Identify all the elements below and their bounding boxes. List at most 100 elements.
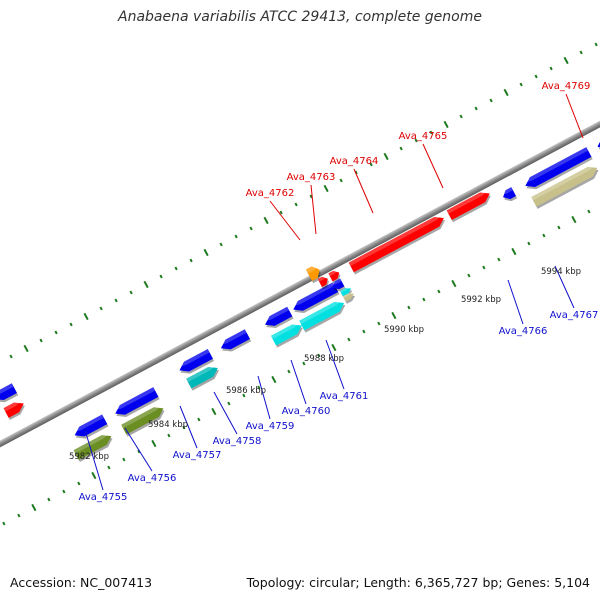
- gene-arrow-7: [121, 405, 165, 437]
- gene-arrow-18: [331, 278, 346, 292]
- accession-text: Accession: NC_007413: [10, 575, 153, 590]
- gene-arrow-2: [3, 400, 25, 421]
- forward-leader-line: [422, 143, 444, 189]
- forward-minor-tick: [219, 242, 223, 247]
- reverse-major-tick: [331, 343, 337, 352]
- gene-arrow-body: [525, 147, 592, 187]
- gene-label: Ava_4755: [79, 492, 128, 503]
- forward-major-tick: [23, 344, 29, 353]
- gene-arrow-body: [73, 435, 112, 460]
- gene-arrow-9: [186, 364, 220, 391]
- gene-arrow-body: [115, 387, 159, 415]
- forward-minor-tick: [99, 306, 103, 311]
- reverse-minor-tick: [77, 481, 81, 486]
- reverse-minor-tick: [182, 425, 186, 430]
- gene-label: Ava_4766: [499, 326, 548, 337]
- reverse-major-tick: [91, 471, 97, 480]
- reverse-minor-tick: [467, 273, 471, 278]
- gene-arrow-10: [219, 329, 252, 352]
- forward-minor-tick: [579, 50, 583, 55]
- reverse-major-tick: [511, 247, 517, 256]
- scale-label: 5986 kbp: [226, 386, 266, 396]
- gene-arrow-1: [0, 413, 1, 432]
- gene-arrow-body: [348, 216, 444, 273]
- forward-minor-tick: [399, 146, 403, 151]
- reverse-minor-tick: [197, 417, 201, 422]
- scale-label: 5988 kbp: [304, 354, 344, 364]
- reverse-major-tick: [31, 503, 37, 512]
- forward-leader-line: [353, 168, 374, 214]
- reverse-major-tick: [451, 279, 457, 288]
- reverse-minor-tick: [437, 289, 441, 294]
- gene-arrow-highlight: [177, 349, 210, 368]
- gene-arrow-body: [220, 329, 250, 350]
- gene-arrow-26: [595, 135, 600, 151]
- forward-minor-tick: [519, 82, 523, 87]
- gene-arrow-highlight: [342, 292, 354, 299]
- reverse-major-tick: [391, 311, 397, 320]
- scale-label: 5994 kbp: [541, 267, 581, 277]
- feature-labels: Ava_4762 Ava_4763 Ava_4764 Ava_4765 Ava_4769…: [69, 81, 598, 503]
- reverse-minor-tick: [122, 457, 126, 462]
- reverse-minor-tick: [62, 489, 66, 494]
- reverse-major-tick: [271, 375, 277, 384]
- gene-label: Ava_4765: [399, 131, 448, 142]
- gene-arrow-24: [523, 147, 593, 190]
- gene-label: Ava_4764: [330, 156, 379, 167]
- gene-label: Ava_4761: [320, 391, 369, 402]
- gene-label: Ava_4760: [282, 406, 331, 417]
- forward-major-tick: [83, 312, 89, 321]
- gene-label: Ava_4757: [173, 450, 222, 461]
- reverse-major-tick: [571, 215, 577, 224]
- forward-minor-tick: [234, 234, 238, 239]
- forward-minor-tick: [474, 106, 478, 111]
- forward-minor-tick: [294, 202, 298, 207]
- gene-arrow-16: [317, 276, 330, 290]
- gene-arrow-highlight: [348, 214, 443, 266]
- reverse-minor-tick: [407, 305, 411, 310]
- gene-arrow-body: [340, 288, 352, 297]
- gene-arrow-6: [73, 432, 113, 463]
- gene-arrow-body: [179, 349, 213, 372]
- gene-arrow-highlight: [263, 306, 289, 322]
- forward-major-tick: [383, 152, 389, 161]
- topology-info-text: Topology: circular; Length: 6,365,727 bp…: [246, 575, 590, 590]
- forward-minor-tick: [159, 274, 163, 279]
- gene-arrow-highlight: [340, 286, 351, 293]
- gene-arrow-body: [328, 270, 340, 282]
- forward-minor-tick: [114, 298, 118, 303]
- gene-arrow-8: [177, 349, 215, 374]
- forward-minor-tick: [594, 42, 598, 47]
- scale-ticks: [2, 42, 598, 526]
- reverse-minor-tick: [482, 265, 486, 270]
- gene-arrow-body: [186, 366, 218, 389]
- reverse-minor-tick: [557, 225, 561, 230]
- reverse-leader-line: [325, 339, 345, 390]
- gene-label: Ava_4759: [246, 421, 295, 432]
- reverse-minor-tick: [107, 465, 111, 470]
- gene-label: Ava_4756: [128, 473, 177, 484]
- gene-arrow-highlight: [305, 265, 318, 274]
- reverse-minor-tick: [287, 369, 291, 374]
- forward-minor-tick: [414, 138, 418, 143]
- gene-arrow-body: [332, 278, 345, 290]
- forward-minor-tick: [369, 162, 373, 167]
- forward-minor-tick: [9, 354, 13, 359]
- reverse-leader-line: [257, 375, 271, 420]
- gene-arrow-body: [317, 276, 328, 288]
- forward-major-tick: [143, 280, 149, 289]
- reverse-minor-tick: [542, 233, 546, 238]
- gene-label: Ava_4767: [550, 310, 599, 321]
- gene-arrow-highlight: [73, 432, 110, 454]
- gene-label: Ava_4763: [287, 172, 336, 183]
- gene-label: Ava_4769: [542, 81, 591, 92]
- gene-arrow-21: [348, 214, 446, 275]
- gene-arrow-highlight: [317, 276, 327, 282]
- reverse-minor-tick: [302, 361, 306, 366]
- forward-minor-tick: [459, 114, 463, 119]
- gene-arrow-highlight: [0, 383, 14, 396]
- gene-arrow-highlight: [121, 405, 162, 429]
- forward-major-tick: [503, 88, 509, 97]
- forward-minor-tick: [534, 74, 538, 79]
